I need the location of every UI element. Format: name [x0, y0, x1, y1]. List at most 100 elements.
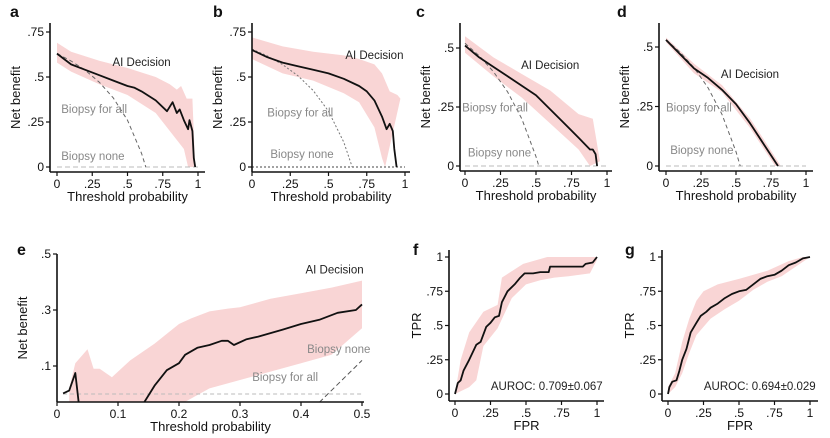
panel-letter: f — [413, 242, 419, 259]
x-tick-label: .5 — [531, 176, 541, 190]
biopsy-none-label: Biopsy none — [61, 151, 124, 163]
y-tick-label: 0 — [447, 159, 454, 173]
plot-area — [464, 36, 607, 167]
y-tick-label: 0 — [239, 160, 246, 174]
x-tick-label: .25 — [693, 176, 710, 190]
ai-decision-line — [62, 303, 363, 402]
roc-curve — [667, 256, 811, 395]
y-tick-label: .25 — [437, 100, 454, 114]
x-tick-label: .25 — [492, 176, 509, 190]
y-tick-label: .1 — [41, 359, 51, 373]
x-tick-label: .25 — [282, 177, 299, 191]
roc-curve — [454, 256, 598, 395]
y-axis-title: Net benefit — [617, 65, 632, 128]
y-axis-title: Net benefit — [8, 66, 23, 129]
plot-area — [62, 280, 363, 402]
panel-letter: a — [10, 4, 19, 21]
y-tick-label: .3 — [41, 303, 51, 317]
y-tick-label: 0 — [646, 159, 653, 173]
y-tick-label: .5 — [34, 70, 44, 84]
y-axis-title: Net benefit — [210, 66, 225, 129]
y-axis-title: Net benefit — [418, 65, 433, 128]
auroc-label: AUROC: 0.709±0.067 — [491, 381, 603, 393]
y-tick-label: .25 — [229, 115, 246, 129]
x-tick-label: 0.1 — [110, 407, 127, 421]
y-tick-label: .75 — [639, 284, 656, 298]
biopsy-for-all-label: Biopsy for all — [462, 103, 528, 115]
x-tick-label: .25 — [84, 177, 101, 191]
x-axis-title: Threshold probability — [676, 188, 797, 203]
plot-area — [56, 42, 198, 168]
x-axis-title: FPR — [727, 418, 753, 433]
y-axis-title: Net benefit — [15, 296, 30, 359]
biopsy-for-all-label: Biopsy for all — [61, 104, 127, 116]
x-tick-label: 0 — [663, 176, 670, 190]
x-tick-label: 1 — [807, 406, 814, 420]
biopsy-for-all-label: Biopsy for all — [267, 108, 333, 120]
y-axis-title: TPR — [409, 313, 424, 339]
ai-decision-label: AI Decision — [721, 69, 779, 81]
y-tick-label: .5 — [433, 319, 443, 333]
y-tick-label: 1 — [436, 250, 443, 264]
x-tick-label: .75 — [358, 177, 375, 191]
biopsy-for-all-line — [56, 53, 147, 168]
panel-letter: g — [625, 242, 635, 259]
biopsy-for-all-label: Biopsy for all — [252, 372, 318, 384]
confidence-band — [668, 257, 810, 394]
x-axis-title: Threshold probability — [476, 188, 597, 203]
x-tick-label: 1 — [604, 176, 611, 190]
ai-decision-label: AI Decision — [113, 57, 171, 69]
ai-decision-label: AI Decision — [305, 265, 363, 277]
x-tick-label: .5 — [731, 176, 741, 190]
panel-f: 0 .25 .5 .75 1 0 .25 .5 .75 1 FPR TPR f AUROC: 0.709±… — [409, 242, 604, 433]
x-tick-label: 0.5 — [354, 407, 371, 421]
x-tick-label: .25 — [482, 406, 499, 420]
x-tick-label: 0.4 — [293, 407, 310, 421]
biopsy-none-label: Biopsy none — [468, 148, 531, 160]
panel-letter: e — [17, 242, 26, 259]
biopsy-none-label: Biopsy none — [270, 149, 333, 161]
x-tick-label: .75 — [563, 176, 580, 190]
y-tick-label: .5 — [236, 70, 246, 84]
x-tick-label: 1 — [594, 406, 601, 420]
plot-area — [454, 256, 598, 395]
x-tick-label: 0 — [462, 176, 469, 190]
x-tick-label: 0 — [54, 177, 61, 191]
panel-letter: c — [416, 4, 425, 21]
plot-area — [665, 37, 806, 167]
ai-decision-label: AI Decision — [521, 60, 579, 72]
biopsy-none-label: Biopsy none — [670, 145, 733, 157]
y-tick-label: 0 — [649, 387, 656, 401]
panel-g: 0 .25 .5 .75 1 0 .25 .5 .75 1 FPR TPR g AUROC: 0.694±… — [622, 242, 818, 433]
x-tick-label: .5 — [734, 406, 744, 420]
y-tick-label: .25 — [639, 353, 656, 367]
x-tick-label: 0 — [452, 406, 459, 420]
y-tick-label: 0 — [436, 387, 443, 401]
x-axis-title: FPR — [514, 418, 540, 433]
x-axis-title: Threshold probability — [150, 419, 271, 434]
panel-letter: b — [213, 4, 223, 21]
x-axis-title: Threshold probability — [67, 189, 188, 204]
y-tick-label: .75 — [229, 25, 246, 39]
plot-area — [252, 37, 405, 168]
x-tick-label: 0 — [249, 177, 256, 191]
panel-letter: d — [617, 4, 627, 21]
biopsy-for-all-line — [665, 39, 741, 167]
x-tick-label: 1 — [402, 177, 409, 191]
confidence-band — [465, 36, 600, 167]
x-tick-label: 0 — [54, 407, 61, 421]
x-tick-label: .75 — [553, 406, 570, 420]
biopsy-for-all-label: Biopsy for all — [666, 102, 732, 114]
x-tick-label: .75 — [154, 177, 171, 191]
y-tick-label: 0 — [37, 160, 44, 174]
ai-decision-line — [665, 39, 779, 167]
x-tick-label: 0 — [665, 406, 672, 420]
x-tick-label: 0.2 — [171, 407, 188, 421]
biopsy-for-all-line — [252, 48, 353, 168]
y-tick-label: .75 — [27, 25, 44, 39]
x-tick-label: .75 — [766, 406, 783, 420]
